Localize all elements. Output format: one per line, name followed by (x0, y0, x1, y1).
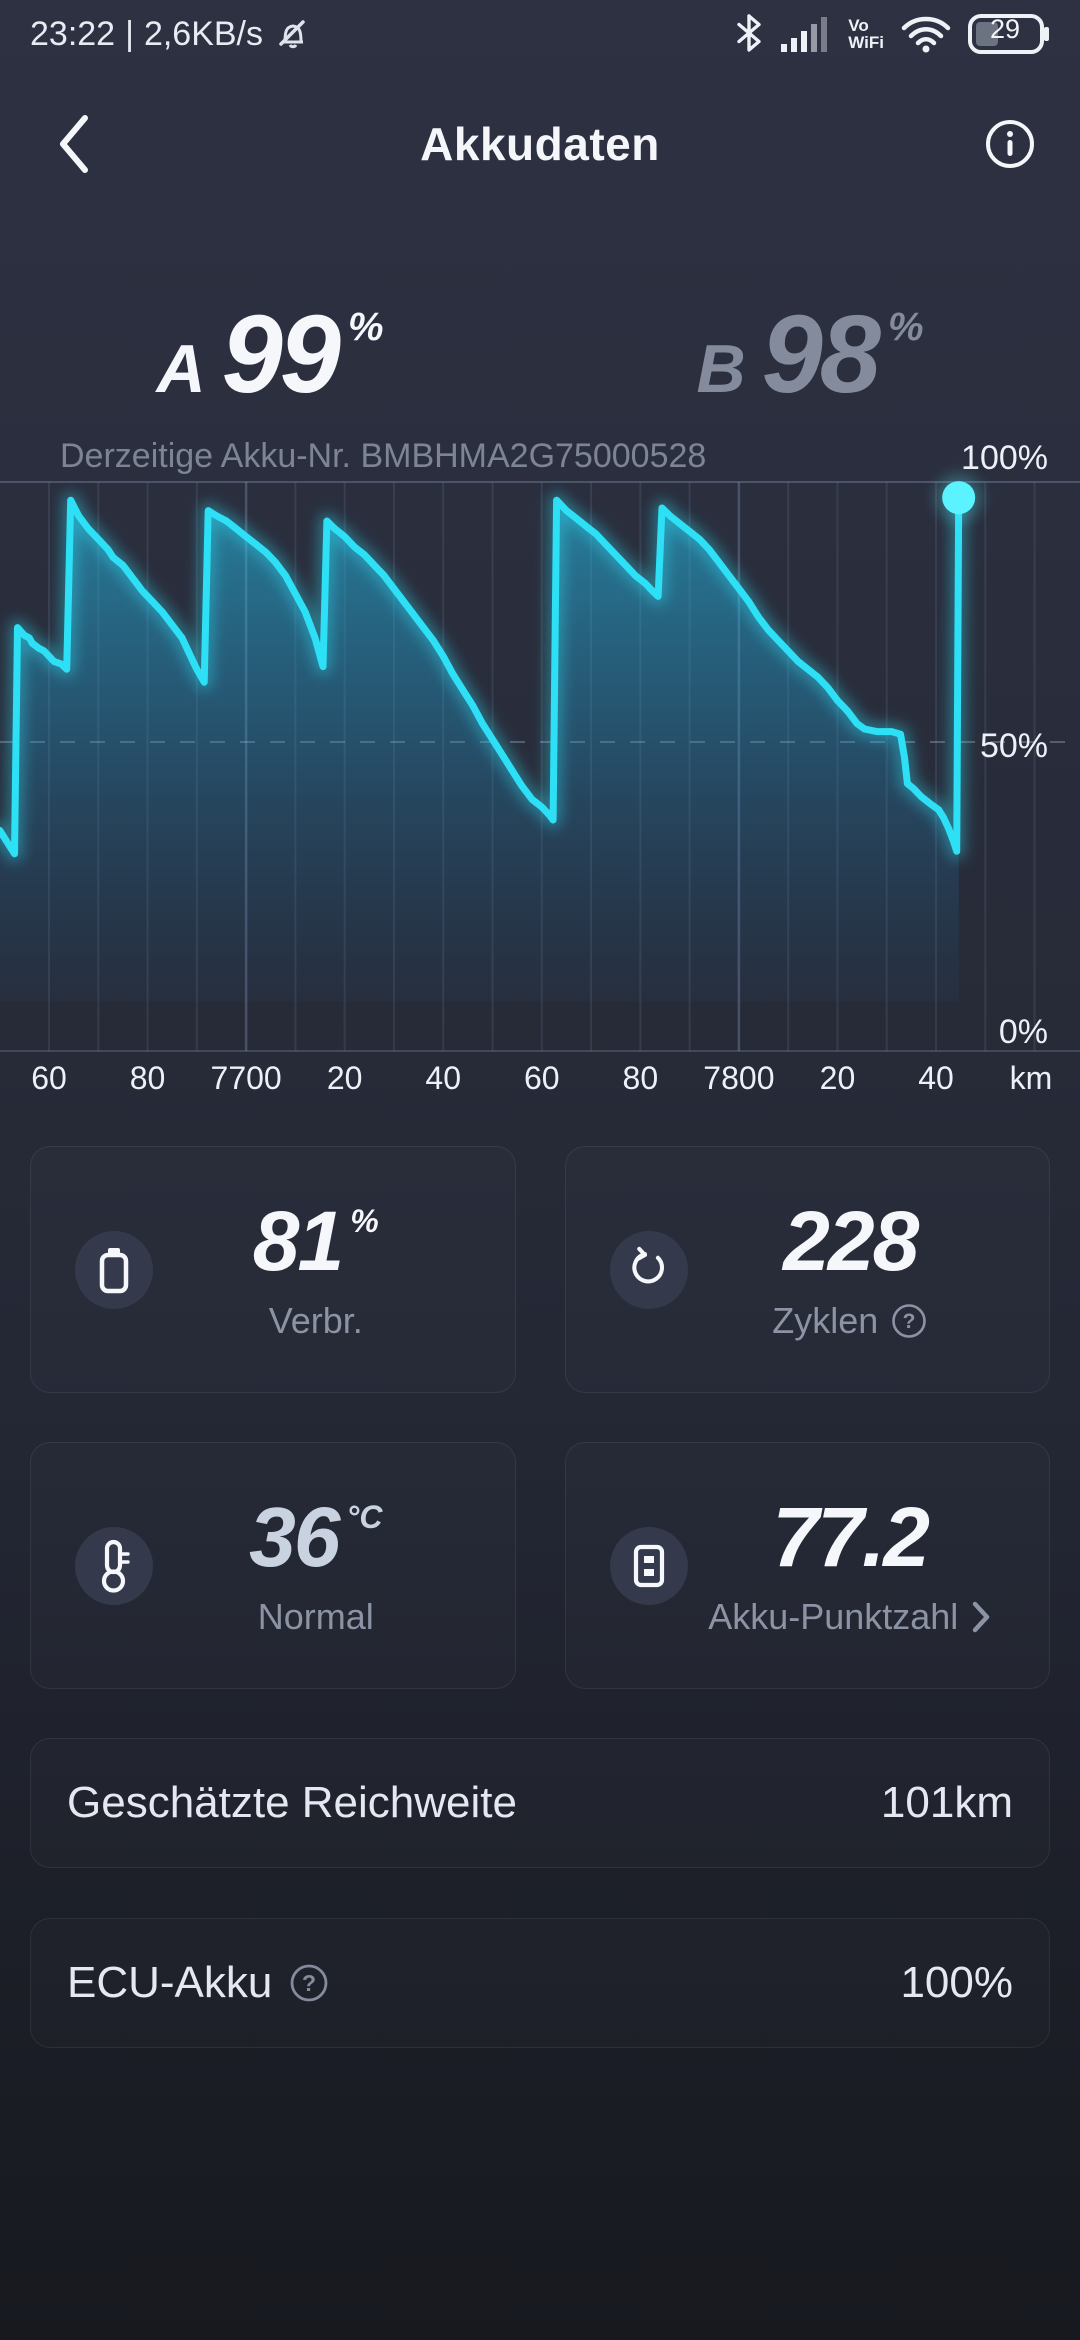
estimated-range-value: 101km (880, 1778, 1013, 1827)
signal-strength-icon (780, 14, 832, 54)
battery-a-summary: A 99 % (0, 300, 540, 430)
chart-area-fill (0, 497, 959, 1002)
ecu-battery-row: ECU-Akku ? 100% (30, 1918, 1050, 2048)
vowifi-line1: Vo (848, 16, 869, 35)
svg-text:?: ? (903, 1310, 916, 1333)
header: Akkudaten (0, 96, 1080, 192)
chart-x-label: 80 (623, 1060, 659, 1095)
cycles-icon (609, 1230, 688, 1309)
chevron-right-icon (970, 1600, 992, 1634)
ecu-help-icon[interactable]: ? (288, 1962, 330, 2004)
battery-ab-summary: A 99 % B 98 % (0, 300, 1080, 430)
battery-percent-text: 29 (989, 14, 1021, 44)
battery-a-unit: % (347, 305, 384, 349)
thermometer-icon (75, 1526, 153, 1605)
info-icon (986, 120, 1034, 168)
wifi-icon (900, 14, 952, 54)
temperature-unit: °C (346, 1498, 383, 1535)
card-akku-punktzahl[interactable]: 77.2 Akku-Punktzahl (564, 1442, 1050, 1689)
card-verbrauch: 81 % Verbr. (30, 1146, 516, 1393)
page-title: Akkudaten (420, 118, 660, 170)
status-bar: 23:22 | 2,6KB/s (0, 8, 1080, 60)
chart-line (0, 494, 963, 858)
battery-a-label: A (156, 331, 206, 407)
estimated-range-row: Geschätzte Reichweite 101km (30, 1738, 1050, 1868)
chart-x-label: 40 (918, 1060, 954, 1095)
battery-b-summary: B 98 % (540, 300, 1080, 430)
consumption-value: 81 (252, 1193, 344, 1288)
clock: 23:22 (30, 14, 116, 53)
cycles-value: 228 (783, 1193, 919, 1288)
status-right: Vo WiFi 29 (734, 12, 1050, 56)
status-left: 23:22 | 2,6KB/s (30, 14, 313, 54)
back-chevron-icon (60, 115, 88, 173)
battery-b-value: 98 (761, 293, 881, 416)
card-temperatur: 36 °C Normal (30, 1442, 516, 1689)
cycles-help-icon[interactable]: ? (890, 1302, 928, 1340)
battery-history-chart[interactable]: 100% 50% 0% 60 80 7700 20 40 60 80 7800 20 40 km (0, 430, 1080, 1095)
chart-y-label: 50% (980, 727, 1048, 765)
muted-bell-icon (273, 14, 313, 54)
ecu-battery-value: 100% (900, 1958, 1013, 2007)
chart-x-label: 60 (524, 1060, 560, 1095)
battery-b-label: B (696, 331, 746, 407)
chart-x-label: 40 (425, 1060, 461, 1095)
chart-x-label: 60 (31, 1060, 67, 1095)
card-zyklen: 228 Zyklen ? (564, 1146, 1050, 1393)
battery-a-value: 99 (221, 293, 341, 416)
chart-x-unit-label: km (1010, 1060, 1053, 1095)
chart-x-label: 7800 (703, 1060, 774, 1095)
chart-y-label: 0% (999, 1013, 1048, 1051)
svg-text:?: ? (302, 1970, 316, 1996)
battery-score-label: Akku-Punktzahl (708, 1595, 959, 1637)
battery-score-value: 77.2 (772, 1489, 930, 1584)
status-separator: | (125, 14, 134, 53)
stat-cards: 81 % Verbr. 228 Zyklen (30, 1146, 1050, 1689)
chart-x-label: 7700 (211, 1060, 282, 1095)
battery-score-icon (609, 1526, 688, 1605)
current-battery-number: Derzeitige Akku-Nr. BMBHMA2G75000528 (60, 437, 707, 475)
chart-x-label: 20 (327, 1060, 363, 1095)
info-button[interactable] (978, 112, 1042, 176)
bluetooth-icon (734, 12, 764, 56)
consumption-unit: % (350, 1202, 379, 1239)
vowifi-indicator: Vo WiFi (848, 17, 884, 51)
vowifi-line2: WiFi (848, 33, 884, 52)
chart-x-label: 20 (820, 1060, 856, 1095)
cycles-label: Zyklen (772, 1299, 879, 1341)
chart-y-label: 100% (961, 439, 1048, 477)
network-speed: 2,6KB/s (143, 14, 264, 53)
consumption-label: Verbr. (268, 1299, 363, 1341)
battery-icon-status: 29 (968, 13, 1050, 55)
temperature-label: Normal (257, 1595, 374, 1637)
chart-x-label: 80 (130, 1060, 166, 1095)
battery-b-unit: % (887, 305, 924, 349)
ecu-battery-label: ECU-Akku (67, 1958, 273, 2007)
battery-consumption-icon (75, 1230, 153, 1309)
estimated-range-label: Geschätzte Reichweite (67, 1778, 517, 1827)
chart-end-dot[interactable] (942, 481, 976, 515)
back-button[interactable] (40, 108, 110, 180)
temperature-value: 36 (249, 1489, 340, 1584)
